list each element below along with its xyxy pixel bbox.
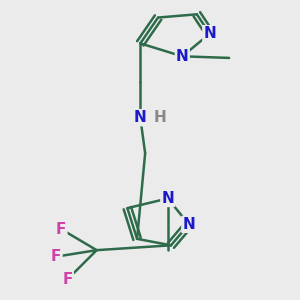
Text: F: F	[62, 272, 73, 287]
Text: F: F	[56, 222, 66, 237]
Text: N: N	[134, 110, 147, 125]
Text: F: F	[51, 249, 62, 264]
Text: N: N	[182, 217, 195, 232]
Text: N: N	[203, 26, 216, 41]
Text: N: N	[176, 49, 189, 64]
Text: N: N	[161, 191, 174, 206]
Text: H: H	[154, 110, 167, 125]
